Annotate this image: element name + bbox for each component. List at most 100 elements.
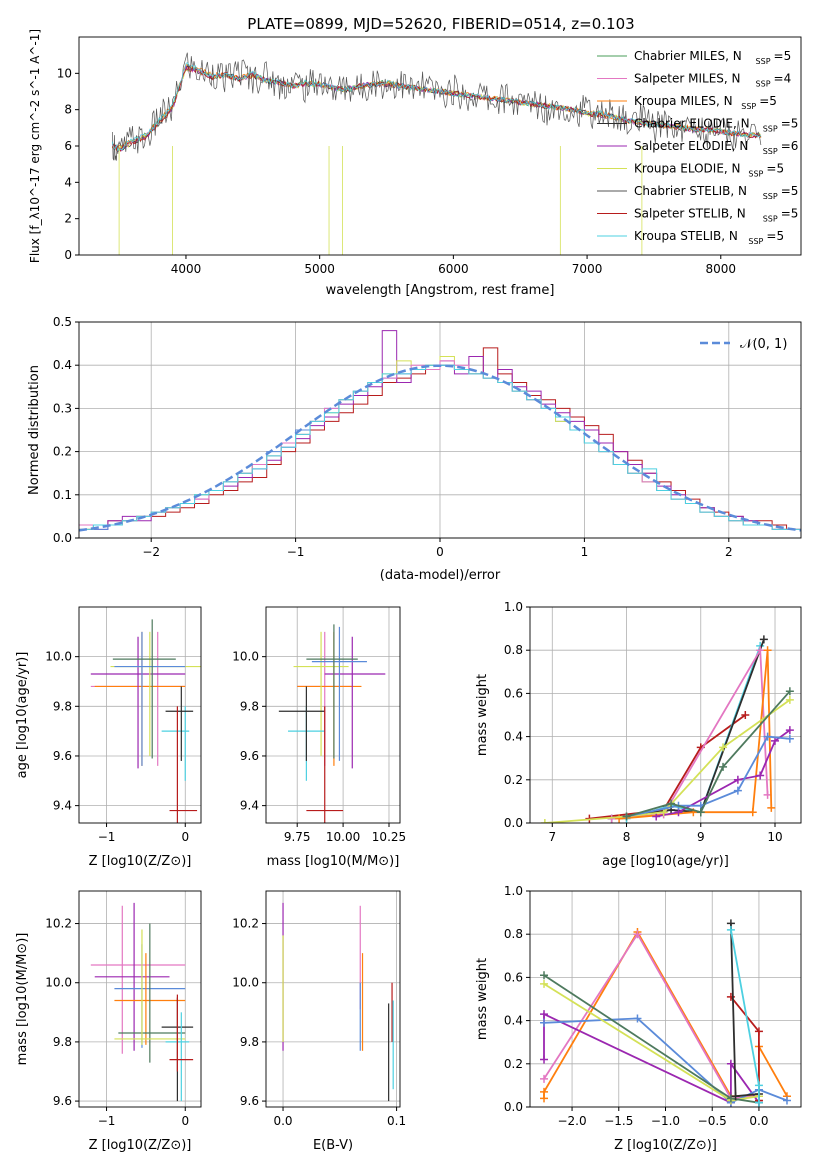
spectrum-lines	[112, 52, 762, 255]
y-tick-label: 2	[64, 212, 72, 226]
weight-point-marker	[767, 803, 776, 812]
x-tick-label: −1	[98, 830, 116, 844]
weight-series-line	[543, 932, 759, 1100]
legend-subscript: SSP	[763, 125, 778, 134]
weight-series-line	[611, 639, 765, 820]
weight-point-marker	[785, 687, 794, 696]
weight-point-marker	[540, 1087, 549, 1096]
weight-point-marker	[719, 743, 728, 752]
weight-point-marker	[763, 732, 772, 741]
y-tick-label: 9.8	[240, 699, 259, 713]
weight-point-marker	[540, 1018, 549, 1027]
errorbars	[90, 619, 201, 823]
y-tick-label: 6	[64, 139, 72, 153]
weight-point-marker	[540, 979, 549, 988]
y-tick-label: 9.4	[240, 799, 259, 813]
panel-ylabel: age [log10(age/yr)]	[15, 652, 30, 779]
spectrum-series-line	[112, 52, 762, 161]
axes-frame	[529, 890, 802, 1108]
errorbar-point	[169, 706, 198, 823]
axes-frame	[265, 890, 401, 1108]
legend-value: =6	[781, 139, 799, 153]
panel-xlabel: Z [log10(Z/Z⊙)]	[614, 1138, 717, 1153]
y-tick-label: 10.0	[232, 976, 259, 990]
histogram-ylabel: Normed distribution	[27, 365, 42, 495]
weight-point-marker	[696, 808, 705, 817]
weight-series-line	[611, 647, 769, 820]
errorbar-point	[278, 686, 325, 761]
x-tick-label: 8000	[706, 262, 737, 276]
weight-point-marker	[731, 1092, 740, 1101]
axes-frame	[78, 606, 202, 824]
normal-legend-label: 𝒩(0, 1)	[740, 337, 787, 352]
x-tick-label: −1	[287, 545, 305, 559]
weight-series-line	[619, 650, 773, 820]
y-tick-label: 0.8	[504, 927, 523, 941]
weight-point-marker	[726, 1094, 735, 1103]
spectrum-series-line	[112, 66, 762, 153]
axes-frame	[78, 321, 802, 539]
weight-point-marker	[754, 1027, 763, 1036]
errorbar-point	[293, 631, 349, 756]
mass-weight-vs-metallicity-panel: −2.0 −1.5 −1.0 −0.5 0.0 0.0 0.2 0.4 0.6 0.8 1.0 Z […	[475, 884, 802, 1153]
legend-value: =4	[774, 72, 792, 86]
legend-subscript: SSP	[756, 57, 771, 66]
x-tick-label: −1	[98, 1114, 116, 1128]
x-tick-label: 10.25	[372, 830, 406, 844]
axes-frame	[529, 606, 802, 824]
legend-value: =5	[759, 94, 777, 108]
legend-label: Kroupa STELIB, N	[634, 229, 738, 243]
weight-point-marker	[754, 1098, 763, 1107]
errorbar-point	[94, 631, 186, 766]
legend-value: =5	[774, 49, 792, 63]
residual-histogram-panel: −2 −1 0 1 2 0.0 0.1 0.2 0.3 0.4 0.5 𝒩(0, 1) (data-mo…	[27, 315, 802, 583]
legend-subscript: SSP	[756, 80, 771, 89]
errorbar-point	[90, 905, 186, 1054]
legend-subscript: SSP	[748, 237, 763, 246]
y-tick-label: 0.2	[504, 1057, 523, 1071]
errorbar-point	[311, 626, 367, 761]
y-tick-label: 10	[57, 66, 72, 80]
legend-subscript: SSP	[763, 215, 778, 224]
errorbar-point	[161, 706, 190, 781]
y-tick-label: 9.8	[53, 699, 72, 713]
y-tick-label: 0.3	[53, 401, 72, 415]
weight-lines	[540, 635, 794, 823]
weight-series-line	[626, 645, 762, 820]
x-tick-label: 7	[548, 830, 556, 844]
errorbar-point	[112, 619, 176, 759]
y-tick-label: 10.2	[232, 917, 259, 931]
y-tick-label: 0.8	[504, 643, 523, 657]
errorbar-point	[306, 706, 344, 823]
x-tick-label: 0	[181, 1114, 189, 1128]
y-tick-label: 9.6	[53, 749, 72, 763]
y-tick-label: 0.2	[504, 773, 523, 787]
legend-subscript: SSP	[763, 147, 778, 156]
x-tick-label: −2	[142, 545, 160, 559]
y-tick-label: 0.2	[53, 445, 72, 459]
weight-series-line	[543, 983, 760, 1102]
weight-point-marker	[615, 814, 624, 823]
weight-point-marker	[733, 786, 742, 795]
normal-reference-curve	[79, 364, 801, 532]
legend-label: Kroupa MILES, N	[634, 94, 733, 108]
histogram-steps	[79, 330, 801, 532]
y-tick-label: 8	[64, 103, 72, 117]
y-tick-label: 0.5	[53, 315, 72, 329]
y-tick-label: 0.0	[504, 816, 523, 830]
y-tick-label: 10.2	[45, 917, 72, 931]
axes-frame	[265, 606, 401, 824]
x-tick-label: 9.75	[284, 830, 311, 844]
mass-vs-ebv-panel: 0.0 0.1 9.6 9.8 10.0 10.2 E(B-V)	[232, 890, 406, 1153]
errorbar-point	[114, 929, 186, 1045]
weight-point-marker	[633, 1014, 642, 1023]
x-tick-label: 0	[181, 830, 189, 844]
weight-lines	[540, 919, 791, 1107]
panel-xlabel: mass [log10(M/M⊙)]	[267, 854, 400, 869]
legend-subscript: SSP	[748, 170, 763, 179]
y-tick-label: 9.6	[240, 749, 259, 763]
legend-label: Chabrier STELIB, N	[634, 184, 747, 198]
y-tick-label: 0.6	[504, 970, 523, 984]
